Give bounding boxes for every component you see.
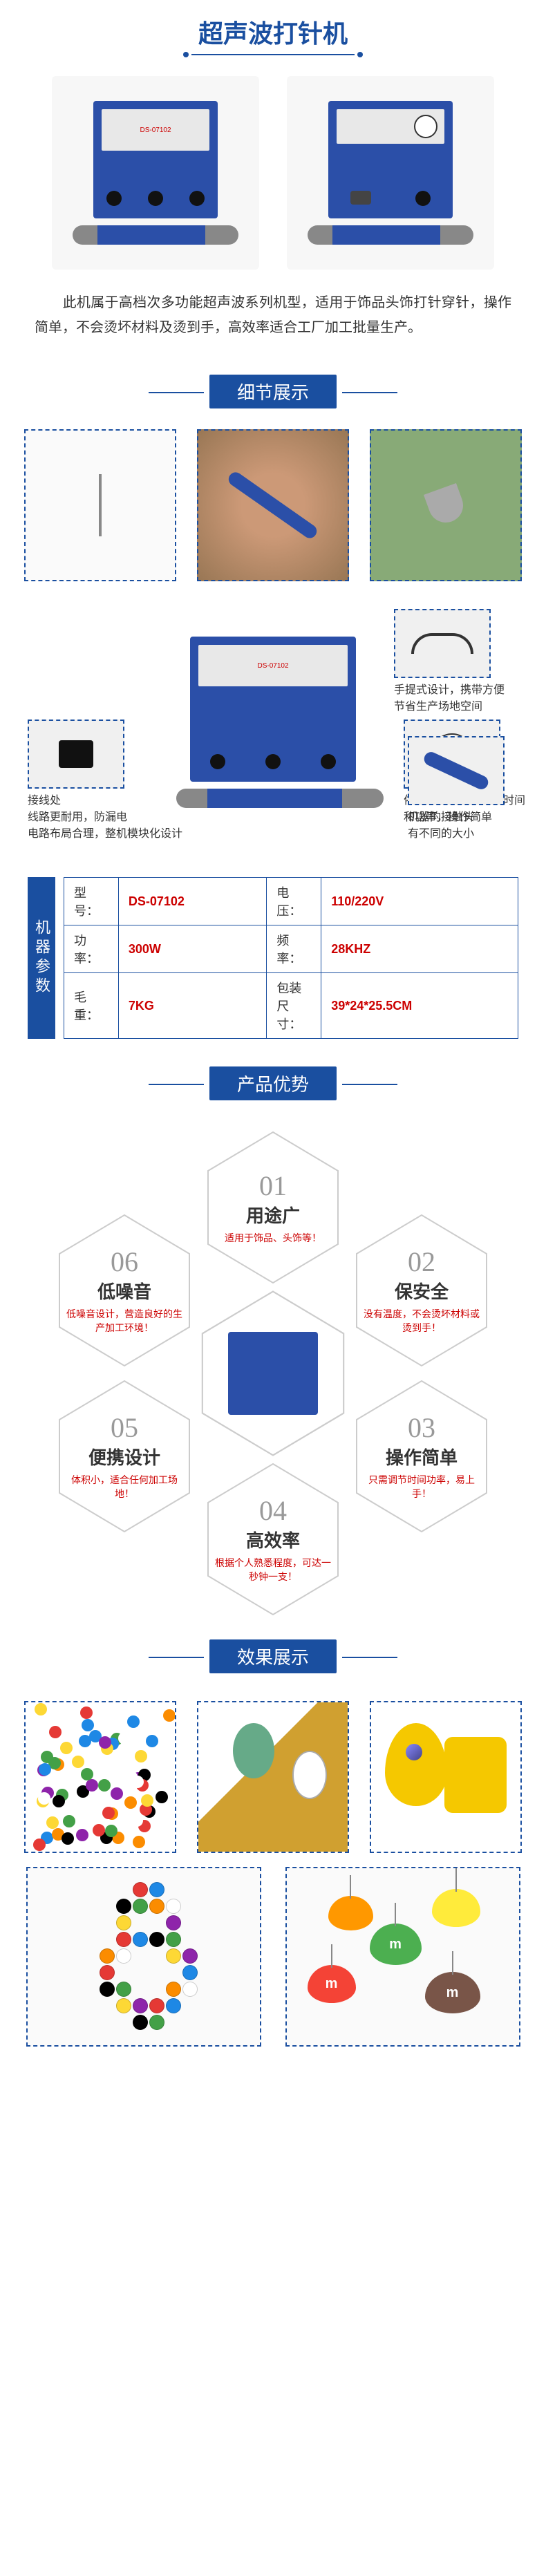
- hex-center: [197, 1287, 349, 1460]
- section-result-title: 效果展示: [209, 1639, 337, 1673]
- pen-tool-icon: [73, 225, 238, 245]
- hex-01: 01 用途广 适用于饰品、头饰等！: [204, 1128, 342, 1287]
- result-image-beads: [26, 1867, 261, 2047]
- section-advantage-title: 产品优势: [209, 1066, 337, 1100]
- section-detail-banner: 细节展示: [0, 375, 546, 408]
- hex-04: 04 高效率 根据个人熟悉程度，可达一秒钟一支！: [204, 1460, 342, 1619]
- callout-diagram: 手提式设计，携带方便 节省生产场地空间 依据不同的材料调节时间 和功率，操作简单…: [0, 588, 546, 863]
- main-title-banner: 超声波打针机: [0, 0, 546, 62]
- spec-table: 型号：DS-07102 电压：110/220V 功率：300W 频率：28KHZ…: [64, 877, 518, 1039]
- hexagon-features: 01 用途广 适用于饰品、头饰等！ 02 保安全 没有温度，不会烫坏材料或烫到手…: [0, 1121, 546, 1619]
- result-image-candy: mmm: [285, 1867, 520, 2047]
- callout-tip: 机器的接触头 有不同的大小: [408, 736, 505, 843]
- spec-side-label: 机器参数: [28, 877, 55, 1039]
- table-row: 型号：DS-07102 电压：110/220V: [64, 878, 518, 925]
- detail-image-3: [370, 429, 522, 581]
- table-row: 毛重：7KG 包装尺寸：39*24*25.5CM: [64, 973, 518, 1039]
- detail-image-2: [197, 429, 349, 581]
- device-model-label: DS-07102: [140, 126, 171, 134]
- result-image-shapes: [370, 1701, 522, 1853]
- machine-front: DS-07102: [52, 76, 259, 270]
- hex-05: 05 便携设计 体积小，适合任何加工场地！: [55, 1377, 194, 1536]
- hex-03: 03 操作简单 只需调节时间功率，易上手！: [352, 1377, 491, 1536]
- hero-row: DS-07102: [0, 62, 546, 283]
- intro-paragraph: 此机属于高档次多功能超声波系列机型，适用于饰品头饰打针穿针，操作简单，不会烫坏材…: [0, 283, 546, 361]
- center-device-image: DS-07102: [190, 637, 356, 808]
- result-image-pins: [24, 1701, 176, 1853]
- hex-02: 02 保安全 没有温度，不会烫坏材料或烫到手！: [352, 1211, 491, 1370]
- result-images-row1: [0, 1687, 546, 1867]
- section-detail-title: 细节展示: [209, 375, 337, 408]
- section-advantage-banner: 产品优势: [0, 1066, 546, 1100]
- detail-image-1: [24, 429, 176, 581]
- result-image-earring: [197, 1701, 349, 1853]
- detail-images-row: [0, 422, 546, 588]
- hex-06: 06 低噪音 低噪音设计，营造良好的生产加工环境！: [55, 1211, 194, 1370]
- callout-wiring: 接线处 线路更耐用，防漏电 电路布局合理，整机模块化设计: [28, 720, 182, 843]
- main-title: 超声波打针机: [191, 14, 355, 55]
- machine-back: [287, 76, 494, 270]
- callout-handle: 手提式设计，携带方便 节省生产场地空间: [394, 609, 505, 715]
- table-row: 功率：300W 频率：28KHZ: [64, 925, 518, 973]
- section-result-banner: 效果展示: [0, 1639, 546, 1673]
- pen-tool-icon: [308, 225, 473, 245]
- result-images-row2: mmm: [0, 1867, 546, 2074]
- spec-table-wrap: 机器参数 型号：DS-07102 电压：110/220V 功率：300W 频率：…: [0, 863, 546, 1053]
